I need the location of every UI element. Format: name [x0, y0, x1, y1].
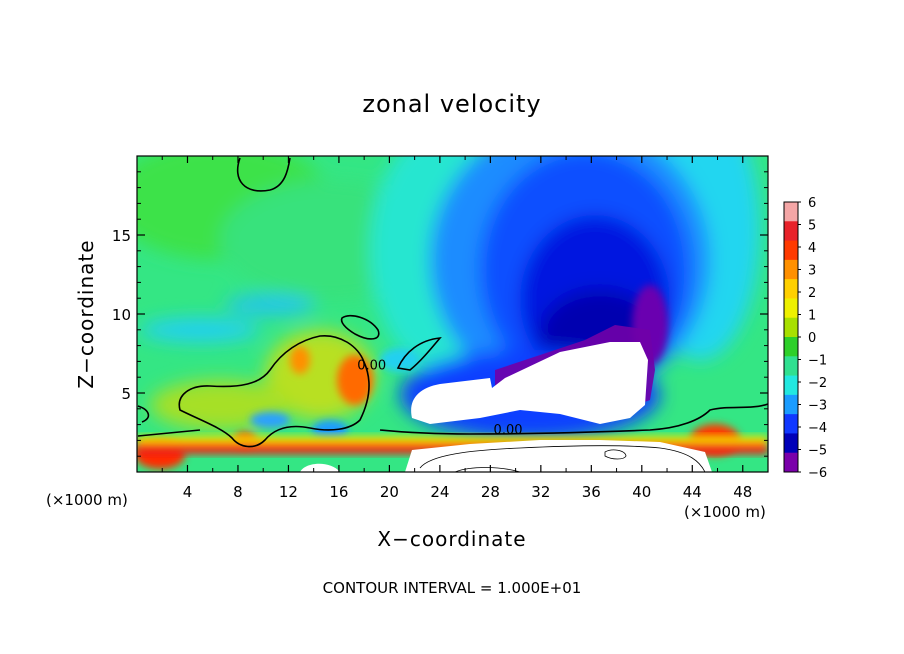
x-tick-label: 40 [632, 483, 651, 501]
x-tick-label: 32 [531, 483, 550, 501]
colorbar-swatch [784, 414, 798, 434]
colorbar-swatch [784, 221, 798, 242]
contour-label: 0.00 [357, 358, 386, 373]
x-tick-label: 8 [233, 483, 243, 501]
contour-labels: 0.00 0.00 [357, 358, 522, 438]
colorbar-label: −5 [808, 444, 827, 459]
x-tick-label: 12 [279, 483, 298, 501]
colorbar-label: 6 [808, 196, 816, 211]
x-tick-label: 44 [683, 483, 702, 501]
y-tick-label: 10 [112, 306, 131, 324]
contour-interval-note: CONTOUR INTERVAL = 1.000E+01 [323, 579, 582, 597]
colorbar-label: 4 [808, 241, 816, 256]
x-unit-right: (×1000 m) [684, 503, 766, 521]
x-tick-label: 36 [582, 483, 601, 501]
chart-title: zonal velocity [362, 90, 541, 118]
contour-label: 0.00 [494, 423, 523, 438]
colorbar-swatch [784, 202, 798, 222]
x-tick-label: 20 [380, 483, 399, 501]
x-tick-label: 16 [329, 483, 348, 501]
colorbar-swatch [784, 452, 798, 473]
colorbar-swatch [784, 279, 798, 299]
y-axis-ticks: 5 10 15 [112, 171, 768, 457]
colorbar-label: 0 [808, 331, 816, 346]
x-tick-label: 24 [430, 483, 449, 501]
colorbar-swatch [784, 337, 798, 357]
colorbar-label: −3 [808, 399, 827, 414]
colorbar-swatch [784, 240, 798, 261]
colorbar-swatch [784, 259, 798, 280]
colorbar-label: −1 [808, 354, 827, 369]
x-unit-left: (×1000 m) [46, 491, 128, 509]
colorbar-swatch [784, 356, 798, 377]
colorbar-swatch [784, 433, 798, 454]
y-axis-label: Z−coordinate [74, 239, 98, 388]
colorbar-swatch [784, 375, 798, 396]
colorbar-label: 5 [808, 219, 816, 234]
colorbar-label: −4 [808, 421, 827, 436]
colorbar-label: −6 [808, 466, 827, 481]
colorbar-label: −2 [808, 376, 827, 391]
colorbar-label: 3 [808, 264, 816, 279]
y-tick-label: 5 [121, 385, 131, 403]
x-tick-label: 28 [481, 483, 500, 501]
colorbar-swatch [784, 317, 798, 338]
velocity-field [137, 156, 768, 472]
x-axis-label: X−coordinate [377, 527, 526, 551]
y-tick-label: 15 [112, 227, 131, 245]
x-tick-label: 48 [733, 483, 752, 501]
colorbar-label: 1 [808, 309, 816, 324]
x-axis-ticks: 4 8 12 16 20 24 28 32 36 40 44 48 [161, 156, 752, 501]
colorbar-swatch [784, 298, 798, 319]
colorbar-label: 2 [808, 286, 816, 301]
colorbar: 6 5 4 3 2 1 0 −1 −2 −3 −4 −5 −6 [783, 196, 827, 481]
colorbar-swatch [784, 394, 798, 415]
x-tick-label: 4 [183, 483, 193, 501]
